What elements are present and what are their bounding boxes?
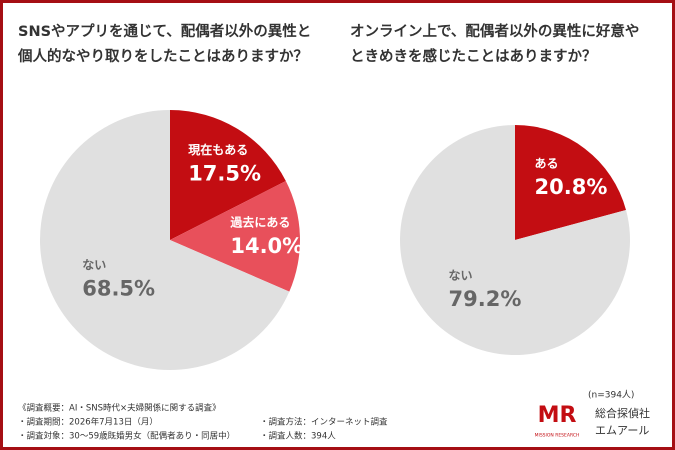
slice-label: ない: [82, 258, 106, 272]
sample-size: (n=394人): [588, 390, 634, 401]
pie-slice: [399, 125, 630, 355]
note: ・調査対象：30〜59歳既婚男女（配偶者あり・同居中）: [18, 431, 235, 442]
brand-name: エムアール: [595, 424, 649, 437]
note: ・調査方法：インターネット調査: [260, 417, 388, 428]
slice-label: 過去にある: [229, 215, 290, 230]
value-label: 79.2%: [449, 287, 522, 311]
note: ・調査人数：394人: [260, 431, 336, 442]
brand-name: 総合探偵社: [595, 406, 650, 420]
note: ・調査期間：2026年7月13日（月）: [18, 417, 158, 428]
pie-slice: [515, 125, 627, 240]
chart-title: オンライン上で、配偶者以外の異性に好意や: [350, 22, 639, 40]
brand-logo: MR: [538, 403, 577, 428]
slice-label: ない: [449, 269, 473, 283]
slice-label: ある: [535, 156, 559, 170]
value-label: 14.0%: [230, 234, 303, 258]
pie-slice: [39, 110, 290, 370]
note: 《調査概要：AI・SNS時代×夫婦関係に関する調査》: [18, 403, 221, 414]
pie-slice: [170, 110, 286, 240]
chart-title: ときめきを感じたことはありますか？: [350, 47, 597, 65]
value-label: 68.5%: [82, 276, 155, 300]
slice-label: 現在もある: [188, 142, 248, 157]
chart-title: 個人的なやり取りをしたことはありますか？: [17, 47, 308, 65]
chart-title: SNSやアプリを通じて、配偶者以外の異性と: [18, 22, 311, 40]
value-label: 17.5%: [188, 162, 261, 186]
pie-slice: [170, 180, 300, 292]
value-label: 20.8%: [535, 175, 608, 199]
brand-sub: MISSION RESEARCH: [535, 433, 580, 439]
